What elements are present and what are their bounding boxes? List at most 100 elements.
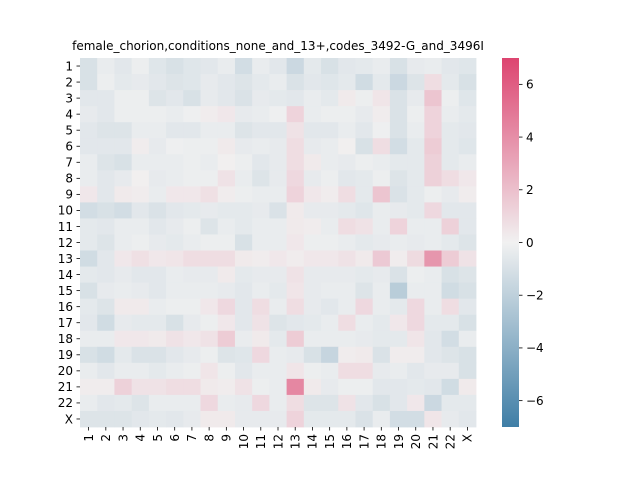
heatmap-cell (183, 250, 201, 267)
x-tick-label: 13 (289, 434, 303, 449)
heatmap-cell (321, 186, 339, 203)
heatmap-cell (131, 218, 150, 235)
heatmap-cell (269, 346, 288, 364)
heatmap-cell (234, 346, 253, 364)
heatmap-cell (114, 282, 133, 300)
heatmap-cell (234, 250, 253, 267)
heatmap-cell (97, 298, 115, 316)
heatmap-cell (80, 250, 98, 267)
heatmap-cell (269, 106, 288, 123)
heatmap-cell (234, 218, 253, 235)
heatmap-cell (269, 282, 288, 300)
heatmap-cell (183, 218, 201, 235)
heatmap-cell (389, 250, 408, 267)
heatmap-cell (131, 266, 150, 284)
heatmap-cell (338, 234, 356, 251)
heatmap-cell (80, 186, 98, 203)
heatmap-cell (286, 298, 305, 316)
heatmap-cell (80, 298, 98, 316)
heatmap-cell (389, 106, 408, 123)
heatmap-cell (321, 234, 339, 251)
heatmap-cell (321, 346, 339, 364)
heatmap-cell (131, 410, 150, 428)
heatmap-cell (97, 90, 115, 107)
heatmap-cell (200, 74, 219, 91)
heatmap-cell (183, 298, 201, 316)
heatmap-cell (407, 234, 425, 251)
heatmap-cell (131, 282, 150, 300)
heatmap-cell (441, 346, 460, 364)
heatmap-cell (183, 234, 201, 251)
heatmap-cell (269, 186, 288, 203)
heatmap-cell (252, 58, 270, 75)
heatmap-cell (338, 74, 356, 91)
heatmap-cell (131, 378, 150, 396)
heatmap-cell (355, 90, 374, 107)
heatmap-cell (97, 122, 115, 139)
heatmap-cell (389, 122, 408, 139)
x-tick-label: 17 (357, 434, 371, 449)
heatmap-cell (183, 362, 201, 380)
heatmap-cell (80, 346, 98, 364)
heatmap-cell (355, 138, 374, 155)
heatmap-cell (286, 170, 305, 187)
x-tick-label: 16 (340, 434, 354, 449)
heatmap-cell (389, 394, 408, 412)
heatmap-cell (321, 330, 339, 348)
heatmap-cell (114, 58, 133, 75)
heatmap-cell (114, 410, 133, 428)
heatmap-cell (303, 394, 322, 412)
heatmap-cell (372, 186, 391, 203)
heatmap-cell (80, 330, 98, 348)
heatmap-cell (217, 410, 236, 428)
heatmap-cell (286, 282, 305, 300)
x-tick-label: 22 (443, 434, 457, 449)
heatmap-cell (217, 202, 236, 219)
heatmap-cell (148, 266, 167, 284)
heatmap-cell (217, 394, 236, 412)
heatmap-cell (269, 122, 288, 139)
heatmap-cell (166, 250, 184, 267)
x-tick-label: 9 (220, 434, 234, 442)
heatmap-cell (252, 330, 270, 348)
heatmap-cell (269, 250, 288, 267)
heatmap-cell (389, 282, 408, 300)
heatmap-cell (458, 122, 477, 139)
heatmap-cell (424, 234, 442, 251)
heatmap-cell (252, 394, 270, 412)
heatmap-cell (338, 90, 356, 107)
heatmap-cell (269, 170, 288, 187)
heatmap-cell (148, 394, 167, 412)
heatmap-cell (217, 266, 236, 284)
colorbar-tick-label: 0 (526, 236, 534, 250)
y-tick-label: 22 (58, 396, 73, 410)
heatmap-cell (234, 138, 253, 155)
heatmap-cell (424, 250, 442, 267)
heatmap-cell (183, 410, 201, 428)
heatmap-cell (458, 74, 477, 91)
heatmap-cell (424, 330, 442, 348)
heatmap-cell (252, 282, 270, 300)
heatmap-cell (114, 266, 133, 284)
heatmap-cell (389, 410, 408, 428)
heatmap-cell (131, 106, 150, 123)
heatmap-cell (166, 330, 184, 348)
heatmap-cell (303, 410, 322, 428)
heatmap-cell (338, 266, 356, 284)
heatmap-cell (389, 218, 408, 235)
heatmap-cell (372, 394, 391, 412)
heatmap-cell (424, 74, 442, 91)
heatmap-cell (303, 122, 322, 139)
heatmap-cell (407, 106, 425, 123)
heatmap-cell (355, 154, 374, 171)
y-tick-label: 11 (58, 220, 73, 234)
heatmap-cell (286, 346, 305, 364)
heatmap-cell (407, 410, 425, 428)
heatmap-cell (217, 298, 236, 316)
heatmap-cell (407, 266, 425, 284)
heatmap-cell (321, 250, 339, 267)
heatmap-cell (355, 218, 374, 235)
heatmap-cell (269, 234, 288, 251)
heatmap-cell (97, 154, 115, 171)
